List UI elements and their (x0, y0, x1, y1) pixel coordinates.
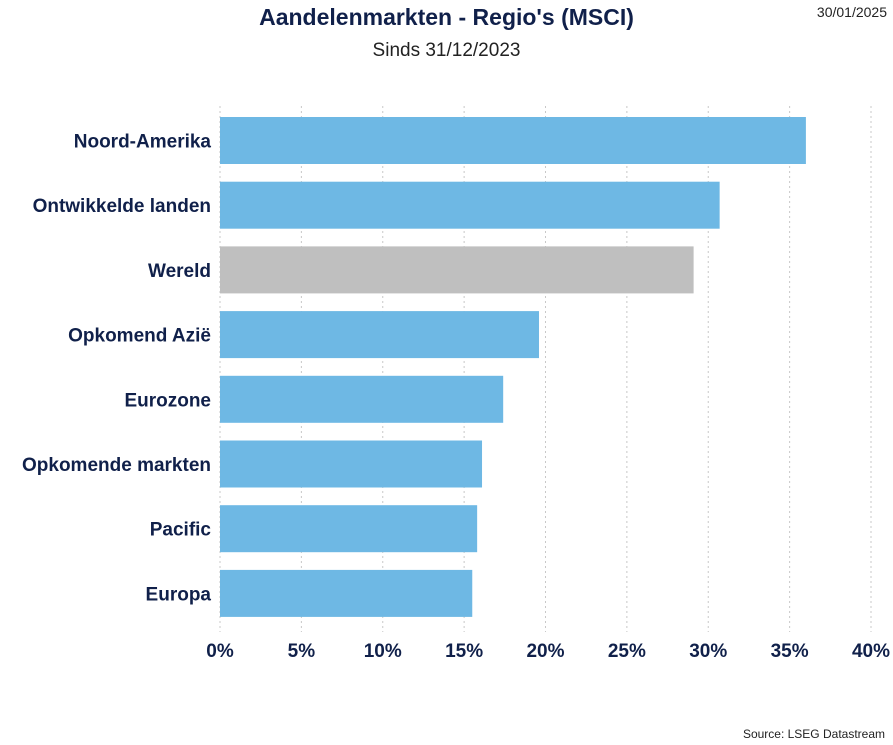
category-label-3: Opkomend Azië (68, 326, 211, 347)
chart-title: Aandelenmarkten - Regio's (MSCI) (259, 4, 634, 30)
x-tick-label-4: 20% (526, 641, 564, 662)
x-tick-label-3: 15% (445, 641, 483, 662)
category-label-4: Eurozone (124, 390, 211, 411)
bar-2 (220, 246, 694, 294)
bar-0 (220, 117, 806, 164)
category-label-0: Noord-Amerika (74, 132, 212, 153)
date-label: 30/01/2025 (816, 4, 887, 20)
bar-5 (220, 440, 483, 488)
x-tick-label-7: 35% (771, 641, 809, 662)
category-label-1: Ontwikkelde landen (33, 196, 211, 217)
bar-7 (220, 569, 473, 617)
x-tick-label-6: 30% (689, 641, 727, 662)
x-tick-label-5: 25% (608, 641, 646, 662)
x-tick-label-8: 40% (852, 641, 890, 662)
bar-1 (220, 181, 720, 229)
chart-subtitle: Sinds 31/12/2023 (372, 40, 521, 61)
category-label-7: Europa (146, 584, 212, 605)
x-tick-label-2: 10% (364, 641, 402, 662)
bar-4 (220, 375, 504, 423)
bar-6 (220, 505, 478, 553)
category-label-5: Opkomende markten (22, 455, 211, 476)
x-tick-label-1: 5% (288, 641, 316, 662)
bar-3 (220, 311, 539, 359)
source-label: Source: LSEG Datastream (742, 727, 885, 741)
category-label-6: Pacific (150, 520, 212, 541)
x-tick-label-0: 0% (206, 641, 234, 662)
category-label-2: Wereld (148, 261, 211, 282)
